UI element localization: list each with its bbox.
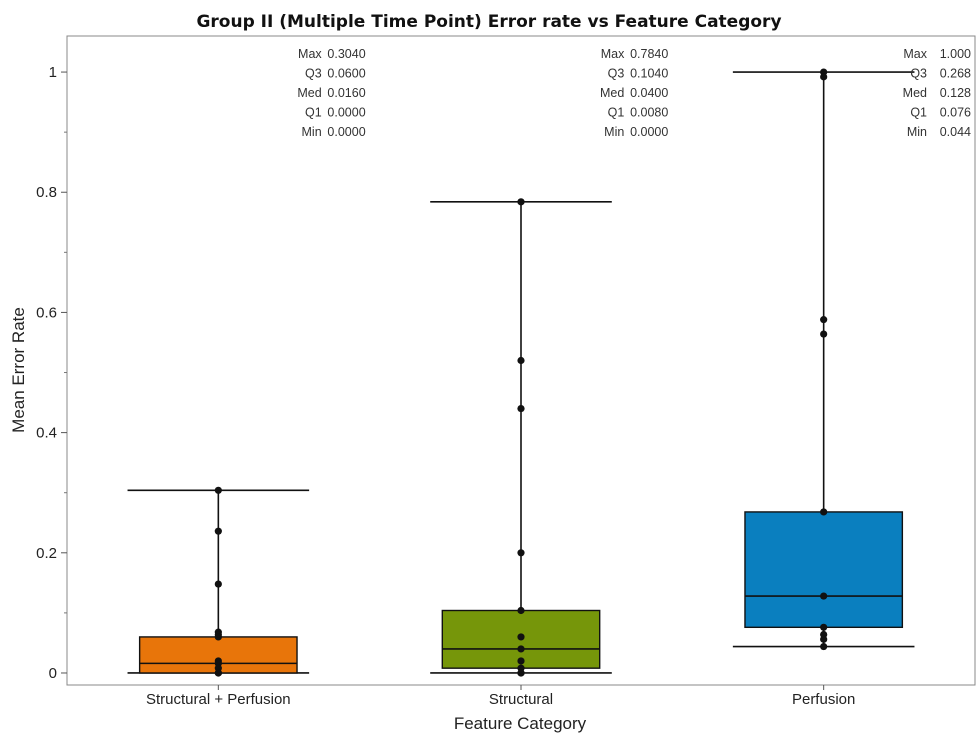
box-iqr [744,511,904,629]
x-axis-label: Feature Category [454,714,587,733]
stat-value: 0.0000 [327,106,365,120]
stat-label: Q3 [608,67,625,81]
stat-value: 0.268 [940,67,971,81]
data-point [214,669,222,677]
y-tick-label: 0.2 [36,545,57,562]
stat-label: Med [600,86,624,100]
stat-value: 0.7840 [630,47,668,61]
stat-label: Med [297,86,321,100]
data-point [517,549,525,557]
data-point [517,645,525,653]
stat-value: 0.0400 [630,86,668,100]
stat-label: Min [604,125,624,139]
y-tick-label: 0.6 [36,304,57,321]
stat-value: 0.3040 [327,47,365,61]
stat-label: Q3 [910,67,927,81]
y-axis: 0 0.2 0.4 0.6 0.8 1 [36,64,67,682]
stat-value: 0.1040 [630,67,668,81]
stat-value: 0.0600 [327,67,365,81]
data-point [517,198,525,206]
stat-value: 0.0080 [630,106,668,120]
stat-label: Q1 [608,106,625,120]
box-group: 1.000 Max 0.268 Q3 0.128 Med 0.076 Q1 0.044 Min [732,47,971,651]
y-tick-label: 0 [49,665,57,682]
box-group: 0.7840 Max 0.1040 Q3 0.0400 Med 0.0080 Q1 0.0000… [430,47,668,677]
data-point [517,633,525,641]
stat-value: 0.076 [940,106,971,120]
data-point [214,486,222,494]
chart-title: Group II (Multiple Time Point) Error rat… [196,12,781,32]
x-axis: Structural + Perfusion Structural Perfusio… [146,685,855,708]
x-category-label: Structural + Perfusion [146,691,291,708]
data-point [820,623,828,631]
y-tick-label: 0.8 [36,184,57,201]
x-category-label: Perfusion [792,691,855,708]
stat-label: Max [601,47,625,61]
data-point [820,73,828,81]
stat-value: 0.044 [940,125,971,139]
data-point [820,316,828,324]
stat-label: Min [907,125,927,139]
data-point [820,330,828,338]
data-point [517,669,525,677]
data-point [517,404,525,413]
data-point [517,356,525,365]
stat-label: Min [302,125,322,139]
data-point [214,527,222,535]
stat-value: 0.128 [940,86,971,100]
stat-label: Max [298,47,322,61]
data-point [517,606,525,615]
stat-label: Q1 [305,106,322,120]
stat-value: 0.0000 [327,125,365,139]
stat-value: 0.0000 [630,125,668,139]
x-category-label: Structural [489,691,553,708]
data-point [820,635,828,643]
y-tick-label: 0.4 [36,425,57,442]
data-point [517,657,525,665]
box-series: 0.3040 Max 0.0600 Q3 0.0160 Med 0.0000 Q1 0.0000… [127,47,971,677]
stat-value: 0.0160 [327,86,365,100]
stat-label: Med [903,86,927,100]
data-point [820,508,828,516]
data-point [214,633,222,641]
y-axis-label: Mean Error Rate [9,307,28,433]
stat-label: Q1 [910,106,927,120]
stat-label: Max [903,47,927,61]
box-group: 0.3040 Max 0.0600 Q3 0.0160 Med 0.0000 Q1 0.0000… [127,47,366,677]
data-point [214,580,222,588]
y-tick-label: 1 [49,64,57,81]
data-point [820,592,828,600]
stat-value: 1.000 [940,47,971,61]
stat-label: Q3 [305,67,322,81]
data-point [820,642,828,651]
